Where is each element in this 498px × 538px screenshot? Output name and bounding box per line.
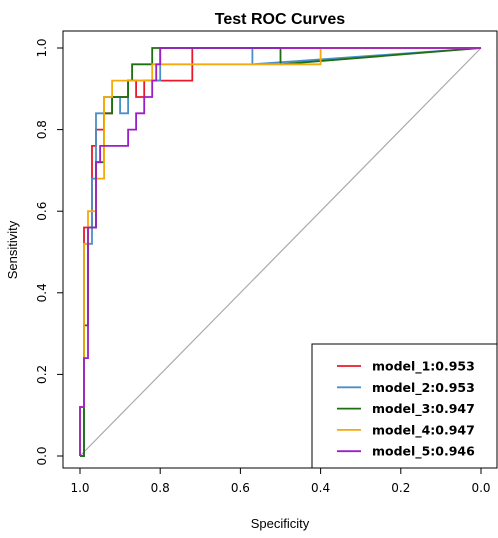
x-tick-label: 0.6 — [231, 481, 250, 495]
legend-label-model-3: model_3:0.947 — [372, 401, 475, 417]
x-tick-label: 0.2 — [391, 481, 410, 495]
reference-diagonal — [79, 47, 482, 457]
legend-box — [311, 343, 498, 469]
chart-title: Test ROC Curves — [215, 11, 346, 28]
roc-line-model-5 — [79, 47, 481, 456]
legend-label-model-2: model_2:0.953 — [372, 380, 475, 396]
y-axis-label: Sensitivity — [5, 220, 20, 279]
legend-label-model-5: model_5:0.946 — [372, 444, 475, 460]
x-axis: 1.0 0.8 0.6 0.4 0.2 0.0 — [70, 467, 491, 495]
legend-label-model-4: model_4:0.947 — [372, 422, 475, 438]
y-tick-label: 0.0 — [35, 446, 49, 465]
y-tick-label: 0.2 — [35, 365, 49, 384]
y-tick-label: 0.6 — [35, 202, 49, 221]
y-axis: 0.0 0.2 0.4 0.6 0.8 1.0 — [35, 38, 64, 466]
x-tick-label: 0.8 — [151, 481, 170, 495]
x-tick-label: 0.4 — [311, 481, 330, 495]
series-layer — [79, 47, 482, 457]
y-tick-label: 1.0 — [35, 38, 49, 57]
x-tick-label: 1.0 — [70, 481, 89, 495]
y-tick-label: 0.8 — [35, 120, 49, 139]
x-axis-label: Specificity — [251, 516, 310, 531]
roc-line-model-4 — [79, 47, 481, 456]
y-tick-label: 0.4 — [35, 283, 49, 302]
legend-label-model-1: model_1:0.953 — [372, 359, 475, 375]
legend: model_1:0.953 model_2:0.953 model_3:0.947m… — [311, 343, 498, 469]
x-tick-label: 0.0 — [471, 481, 490, 495]
